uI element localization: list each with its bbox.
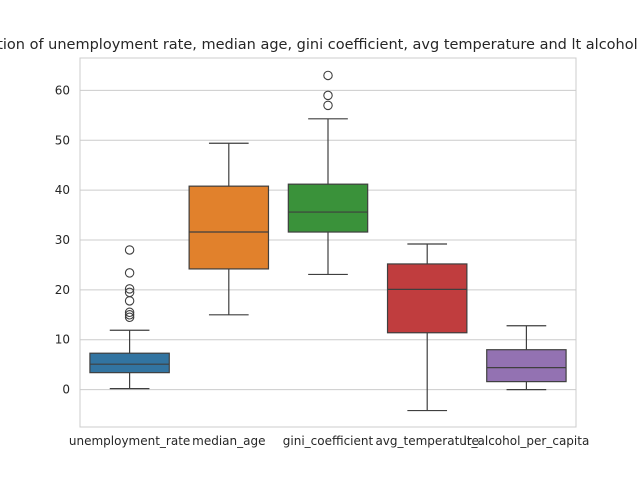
- y-tick-label: 20: [55, 283, 70, 297]
- y-tick-label: 60: [55, 83, 70, 97]
- y-tick-label: 10: [55, 333, 70, 347]
- x-tick-label: unemployment_rate: [69, 434, 190, 448]
- iqr-box: [486, 349, 567, 383]
- outlier-point: [124, 310, 135, 320]
- box-avg_temperature: [386, 243, 468, 412]
- outlier-point: [124, 312, 135, 323]
- x-tick-label: lt_alcohol_per_capita: [463, 434, 589, 448]
- iqr-box: [386, 263, 468, 334]
- box-unemployment_rate: [89, 245, 170, 390]
- box-lt_alcohol_per_capita: [486, 325, 567, 391]
- y-axis-ticks: 0 10 20 30 40 50 60: [55, 83, 70, 396]
- outlier-point: [323, 70, 333, 81]
- iqr-box: [89, 352, 170, 374]
- outlier-point: [124, 284, 135, 294]
- outlier-point: [124, 268, 135, 278]
- box-median_age: [188, 142, 270, 316]
- y-tick-label: 40: [55, 183, 70, 197]
- outlier-point: [124, 245, 135, 255]
- outlier-point: [124, 287, 135, 298]
- x-axis-ticks: unemployment_rate median_age gini_coeffici…: [69, 434, 589, 448]
- iqr-box: [188, 185, 270, 270]
- iqr-box: [287, 183, 369, 233]
- boxes: [89, 70, 567, 412]
- box-gini_coefficient: [287, 70, 369, 276]
- chart-title: Distribution of unemployment rate, media…: [0, 37, 640, 53]
- outlier-point: [323, 100, 333, 111]
- outlier-point: [124, 307, 135, 318]
- y-tick-label: 0: [62, 383, 70, 397]
- x-tick-label: median_age: [192, 434, 265, 448]
- outlier-point: [323, 90, 333, 101]
- x-tick-label: gini_coefficient: [283, 434, 374, 448]
- x-tick-label: avg_temperature: [375, 434, 479, 448]
- y-tick-label: 30: [55, 233, 70, 247]
- y-tick-label: 50: [55, 133, 70, 147]
